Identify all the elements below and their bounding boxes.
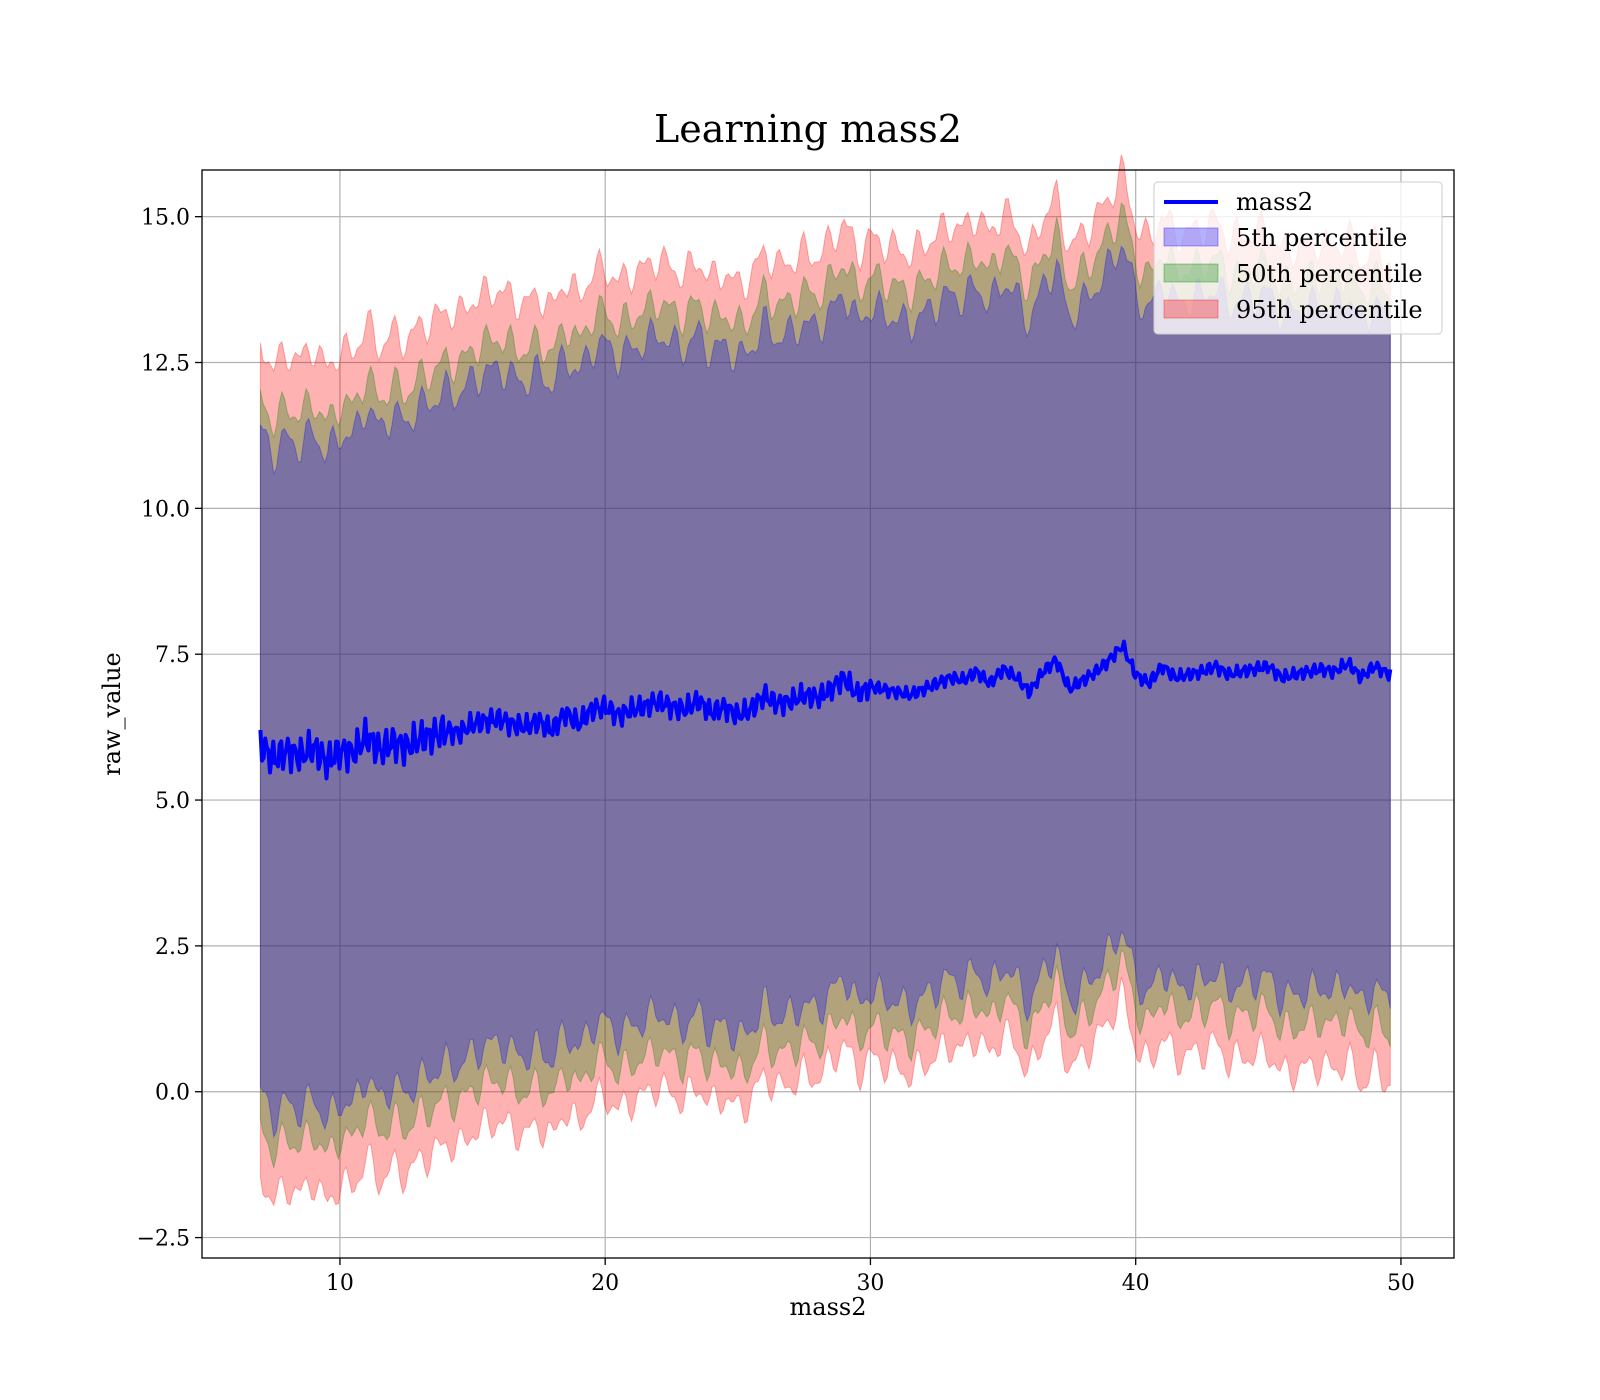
legend-frame bbox=[1153, 181, 1443, 335]
legend-swatch-p95 bbox=[1163, 299, 1219, 319]
percentile-bands bbox=[259, 154, 1391, 1207]
x-tick-label: 10 bbox=[326, 1271, 354, 1296]
y-tick-label: 5.0 bbox=[155, 789, 190, 814]
y-tick-label: 10.0 bbox=[141, 497, 190, 522]
band-p50 bbox=[259, 202, 1391, 1169]
plot-frame bbox=[201, 169, 1455, 1259]
y-tick-label: 15.0 bbox=[141, 206, 190, 231]
x-axis-label: mass2 bbox=[790, 1293, 867, 1321]
y-tick-label: 2.5 bbox=[155, 935, 190, 960]
legend: mass2 5th percentile 50th percentile 95t… bbox=[1153, 181, 1443, 335]
y-tick-label: 7.5 bbox=[155, 643, 190, 668]
y-tick-label: 12.5 bbox=[141, 352, 190, 377]
legend-swatch-p50 bbox=[1163, 263, 1219, 283]
legend-swatch-p5 bbox=[1163, 227, 1219, 247]
y-tick-label: −2.5 bbox=[137, 1227, 190, 1252]
band-p5 bbox=[259, 245, 1391, 1139]
y-axis-ticks: −2.5 0.0 2.5 5.0 7.5 10.0 12.5 15.0 bbox=[137, 206, 202, 1252]
x-tick-label: 20 bbox=[591, 1271, 619, 1296]
chart-title: Learning mass2 bbox=[654, 107, 962, 151]
legend-label-p95: 95th percentile bbox=[1236, 296, 1423, 324]
x-tick-label: 50 bbox=[1387, 1271, 1415, 1296]
band-p95 bbox=[259, 154, 1391, 1207]
grid bbox=[202, 170, 1454, 1258]
series-line-mass2 bbox=[258, 639, 1393, 781]
legend-label-mass2: mass2 bbox=[1236, 188, 1313, 216]
x-axis-ticks: 10 20 30 40 50 bbox=[326, 1258, 1415, 1296]
y-tick-label: 0.0 bbox=[155, 1081, 190, 1106]
legend-label-p5: 5th percentile bbox=[1236, 224, 1407, 252]
y-axis-label: raw_value bbox=[98, 652, 126, 776]
legend-label-p50: 50th percentile bbox=[1236, 260, 1423, 288]
plot-area bbox=[202, 170, 1454, 1258]
x-tick-label: 30 bbox=[856, 1271, 884, 1296]
x-tick-label: 40 bbox=[1122, 1271, 1150, 1296]
